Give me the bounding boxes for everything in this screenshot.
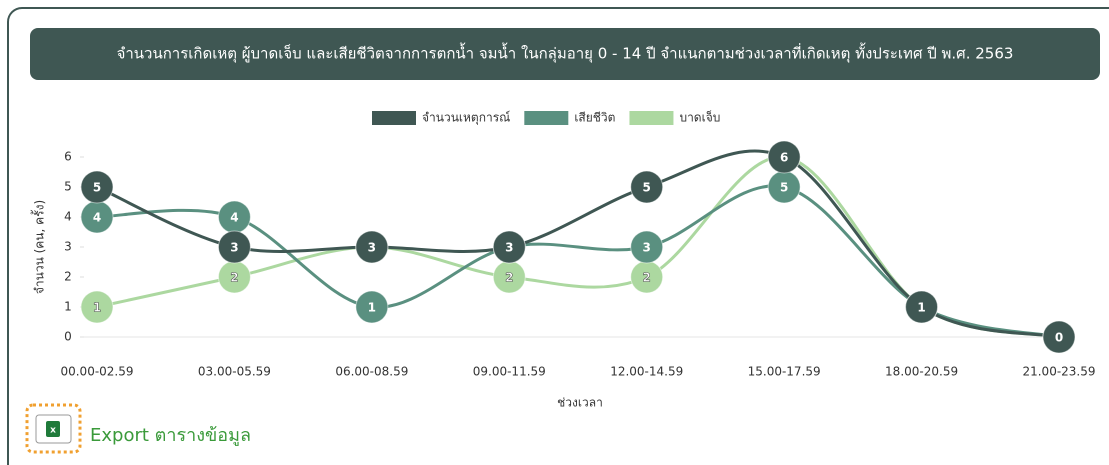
x-tick-label: 15.00-17.59 xyxy=(748,365,821,379)
y-tick-label: 6 xyxy=(64,150,72,164)
data-point xyxy=(80,170,114,204)
data-label: 6 xyxy=(780,151,788,165)
data-point xyxy=(492,230,526,264)
y-axis-title: จำนวน (คน, ครั้ง) xyxy=(31,200,47,294)
x-tick-label: 06.00-08.59 xyxy=(335,365,408,379)
x-tick-label: 00.00-02.59 xyxy=(60,365,133,379)
export-button[interactable]: x Export ตารางข้อมูล xyxy=(25,403,251,454)
data-label: 5 xyxy=(93,181,101,195)
excel-icon-letter: x xyxy=(50,426,56,436)
data-point xyxy=(630,170,664,204)
x-axis-title: ช่วงเวลา xyxy=(557,396,603,410)
x-tick-label: 03.00-05.59 xyxy=(198,365,271,379)
y-tick-label: 3 xyxy=(64,240,72,254)
legend-swatch xyxy=(524,111,569,125)
excel-icon xyxy=(46,421,60,437)
legend-swatch xyxy=(372,111,416,125)
x-tick-label: 18.00-20.59 xyxy=(885,365,958,379)
data-point xyxy=(1042,320,1076,354)
data-point xyxy=(630,230,664,264)
data-label: 3 xyxy=(230,241,238,255)
card xyxy=(7,7,1109,465)
data-label: 2 xyxy=(643,271,651,285)
data-label: 2 xyxy=(230,271,238,285)
legend-label: เสียชีวิต xyxy=(574,111,615,125)
data-label: 2 xyxy=(505,271,513,285)
data-point xyxy=(905,290,939,324)
data-label: 1 xyxy=(368,301,376,315)
data-label: 3 xyxy=(368,241,376,255)
export-focus xyxy=(25,403,82,454)
data-point xyxy=(355,290,389,324)
data-point xyxy=(355,230,389,264)
data-label: 3 xyxy=(505,241,513,255)
data-label: 4 xyxy=(93,211,101,225)
data-label: 4 xyxy=(230,211,238,225)
y-tick-label: 0 xyxy=(64,330,72,344)
data-point xyxy=(217,230,251,264)
data-label: 3 xyxy=(643,241,651,255)
title-bar xyxy=(30,28,1100,80)
export-label: Export ตารางข้อมูล xyxy=(90,425,251,446)
data-point xyxy=(767,140,801,174)
y-tick-label: 2 xyxy=(64,270,72,284)
legend-swatch xyxy=(629,111,674,125)
data-point xyxy=(80,290,114,324)
x-tick-label: 12.00-14.59 xyxy=(610,365,683,379)
data-label: 1 xyxy=(917,301,925,315)
x-tick-label: 21.00-23.59 xyxy=(1022,365,1095,379)
x-tick-label: 09.00-11.59 xyxy=(473,365,546,379)
chart-title: จำนวนการเกิดเหตุ ผู้บาดเจ็บ และเสียชีวิต… xyxy=(117,43,1014,64)
y-tick-label: 1 xyxy=(64,300,72,314)
data-label: 5 xyxy=(643,181,651,195)
data-label: 0 xyxy=(1055,331,1063,345)
y-tick-label: 5 xyxy=(64,180,72,194)
data-label: 1 xyxy=(93,301,101,315)
legend-label: จำนวนเหตุการณ์ xyxy=(422,111,510,126)
series-line xyxy=(96,149,1060,339)
data-label: 5 xyxy=(780,181,788,195)
y-tick-label: 4 xyxy=(64,210,72,224)
legend-label: บาดเจ็บ xyxy=(679,110,720,125)
